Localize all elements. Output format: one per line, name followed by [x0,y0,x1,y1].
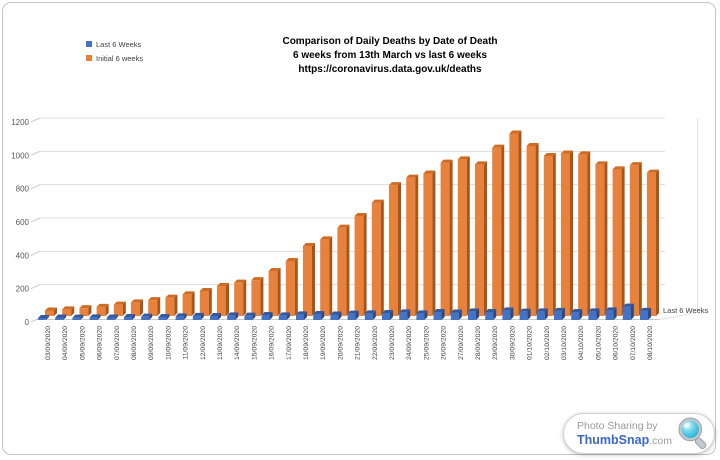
depth-axis-label: Last 6 Weeks [663,306,709,315]
y-axis-tick-label: 200 [16,285,30,294]
x-axis-category-label: 01/10/2020 [527,326,534,360]
legend-item-initial-6-weeks: Initial 6 weeks [86,51,143,65]
x-axis-category-label: 03/10/2020 [561,326,568,360]
x-axis-category-label: 07/10/2020 [630,326,637,360]
x-axis-category-label: 26/09/2020 [441,326,448,360]
x-axis-category-label: 04/09/2020 [62,326,69,360]
x-axis-category-label: 18/09/2020 [303,326,310,360]
x-axis-category-label: 08/10/2020 [647,326,654,360]
x-axis-category-label: 03/09/2020 [45,326,52,360]
x-axis-category-label: 23/09/2020 [389,326,396,360]
legend-swatch-initial-6-weeks [86,55,92,61]
x-axis-category-label: 30/09/2020 [509,326,516,360]
x-axis-category-label: 10/09/2020 [165,326,172,360]
watermark-domain-suffix: .com [649,434,672,447]
x-axis-category-label: 16/09/2020 [269,326,276,360]
y-axis-tick-label: 800 [16,185,30,194]
x-axis-category-label: 06/10/2020 [613,326,620,360]
x-axis-category-label: 25/09/2020 [423,326,430,360]
chart-subtitle: 6 weeks from 13th March vs last 6 weeks [293,50,487,61]
x-axis-category-label: 07/09/2020 [114,326,121,360]
bars-initial-6-weeks [45,130,659,316]
x-axis-category-label: 19/09/2020 [320,326,327,360]
x-axis-category-label: 14/09/2020 [234,326,241,360]
y-axis-tick-label: 1000 [11,151,29,160]
bars-last-6-weeks [38,303,651,320]
y-axis-tick-label: 400 [16,251,30,260]
thumbsnap-brand-link[interactable]: ThumbSnap [577,432,650,447]
legend-swatch-last-6-weeks [86,41,92,47]
x-axis-category-label: 20/09/2020 [337,326,344,360]
x-axis-category-label: 05/10/2020 [595,326,602,360]
y-axis-tick-label: 0 [25,318,30,327]
legend-label: Initial 6 weeks [96,53,144,63]
magnifier-icon[interactable] [677,415,710,452]
y-axis-tick-label: 1200 [11,118,29,127]
legend-item-last-6-weeks: Last 6 Weeks [86,37,143,51]
chart-source-url: https://coronavirus.data.gov.uk/deaths [298,64,482,75]
x-axis-category-label: 11/09/2020 [183,326,190,360]
x-axis-category-label: 27/09/2020 [458,326,465,360]
chart-title-block: Comparison of Daily Deaths by Date of De… [245,35,535,77]
x-axis-category-label: 22/09/2020 [372,326,379,360]
x-axis-category-label: 24/09/2020 [406,326,413,360]
legend-label: Last 6 Weeks [96,39,142,49]
chart-legend: Last 6 Weeks Initial 6 weeks [86,37,143,65]
x-axis-category-label: 09/09/2020 [148,326,155,360]
x-axis-category-label: 15/09/2020 [251,326,258,360]
watermark-tagline: Photo Sharing by [577,419,658,432]
x-axis-category-label: 13/09/2020 [217,326,224,360]
x-axis-category-label: 05/09/2020 [79,326,86,360]
x-axis-category-label: 06/09/2020 [97,326,104,360]
x-axis-category-label: 17/09/2020 [286,326,293,360]
y-axis-tick-label: 600 [16,218,30,227]
x-axis-labels: 03/09/2020 04/09/2020 05/09/2020 06/09/2020… [45,326,654,360]
gridlines: 0 200 400 600 800 1000 1200 [11,117,698,327]
x-axis-category-label: 02/10/2020 [544,326,551,360]
chart-title: Comparison of Daily Deaths by Date of De… [282,36,498,47]
x-axis-category-label: 12/09/2020 [200,326,207,360]
x-axis-category-label: 21/09/2020 [355,326,362,360]
x-axis-category-label: 29/09/2020 [492,326,499,360]
x-axis-category-label: 08/09/2020 [131,326,138,360]
watermark-text: Photo Sharing by ThumbSnap.com [577,420,672,448]
x-axis-category-label: 28/09/2020 [475,326,482,360]
x-axis-category-label: 04/10/2020 [578,326,585,360]
thumbsnap-watermark[interactable]: Photo Sharing by ThumbSnap.com [563,413,715,454]
